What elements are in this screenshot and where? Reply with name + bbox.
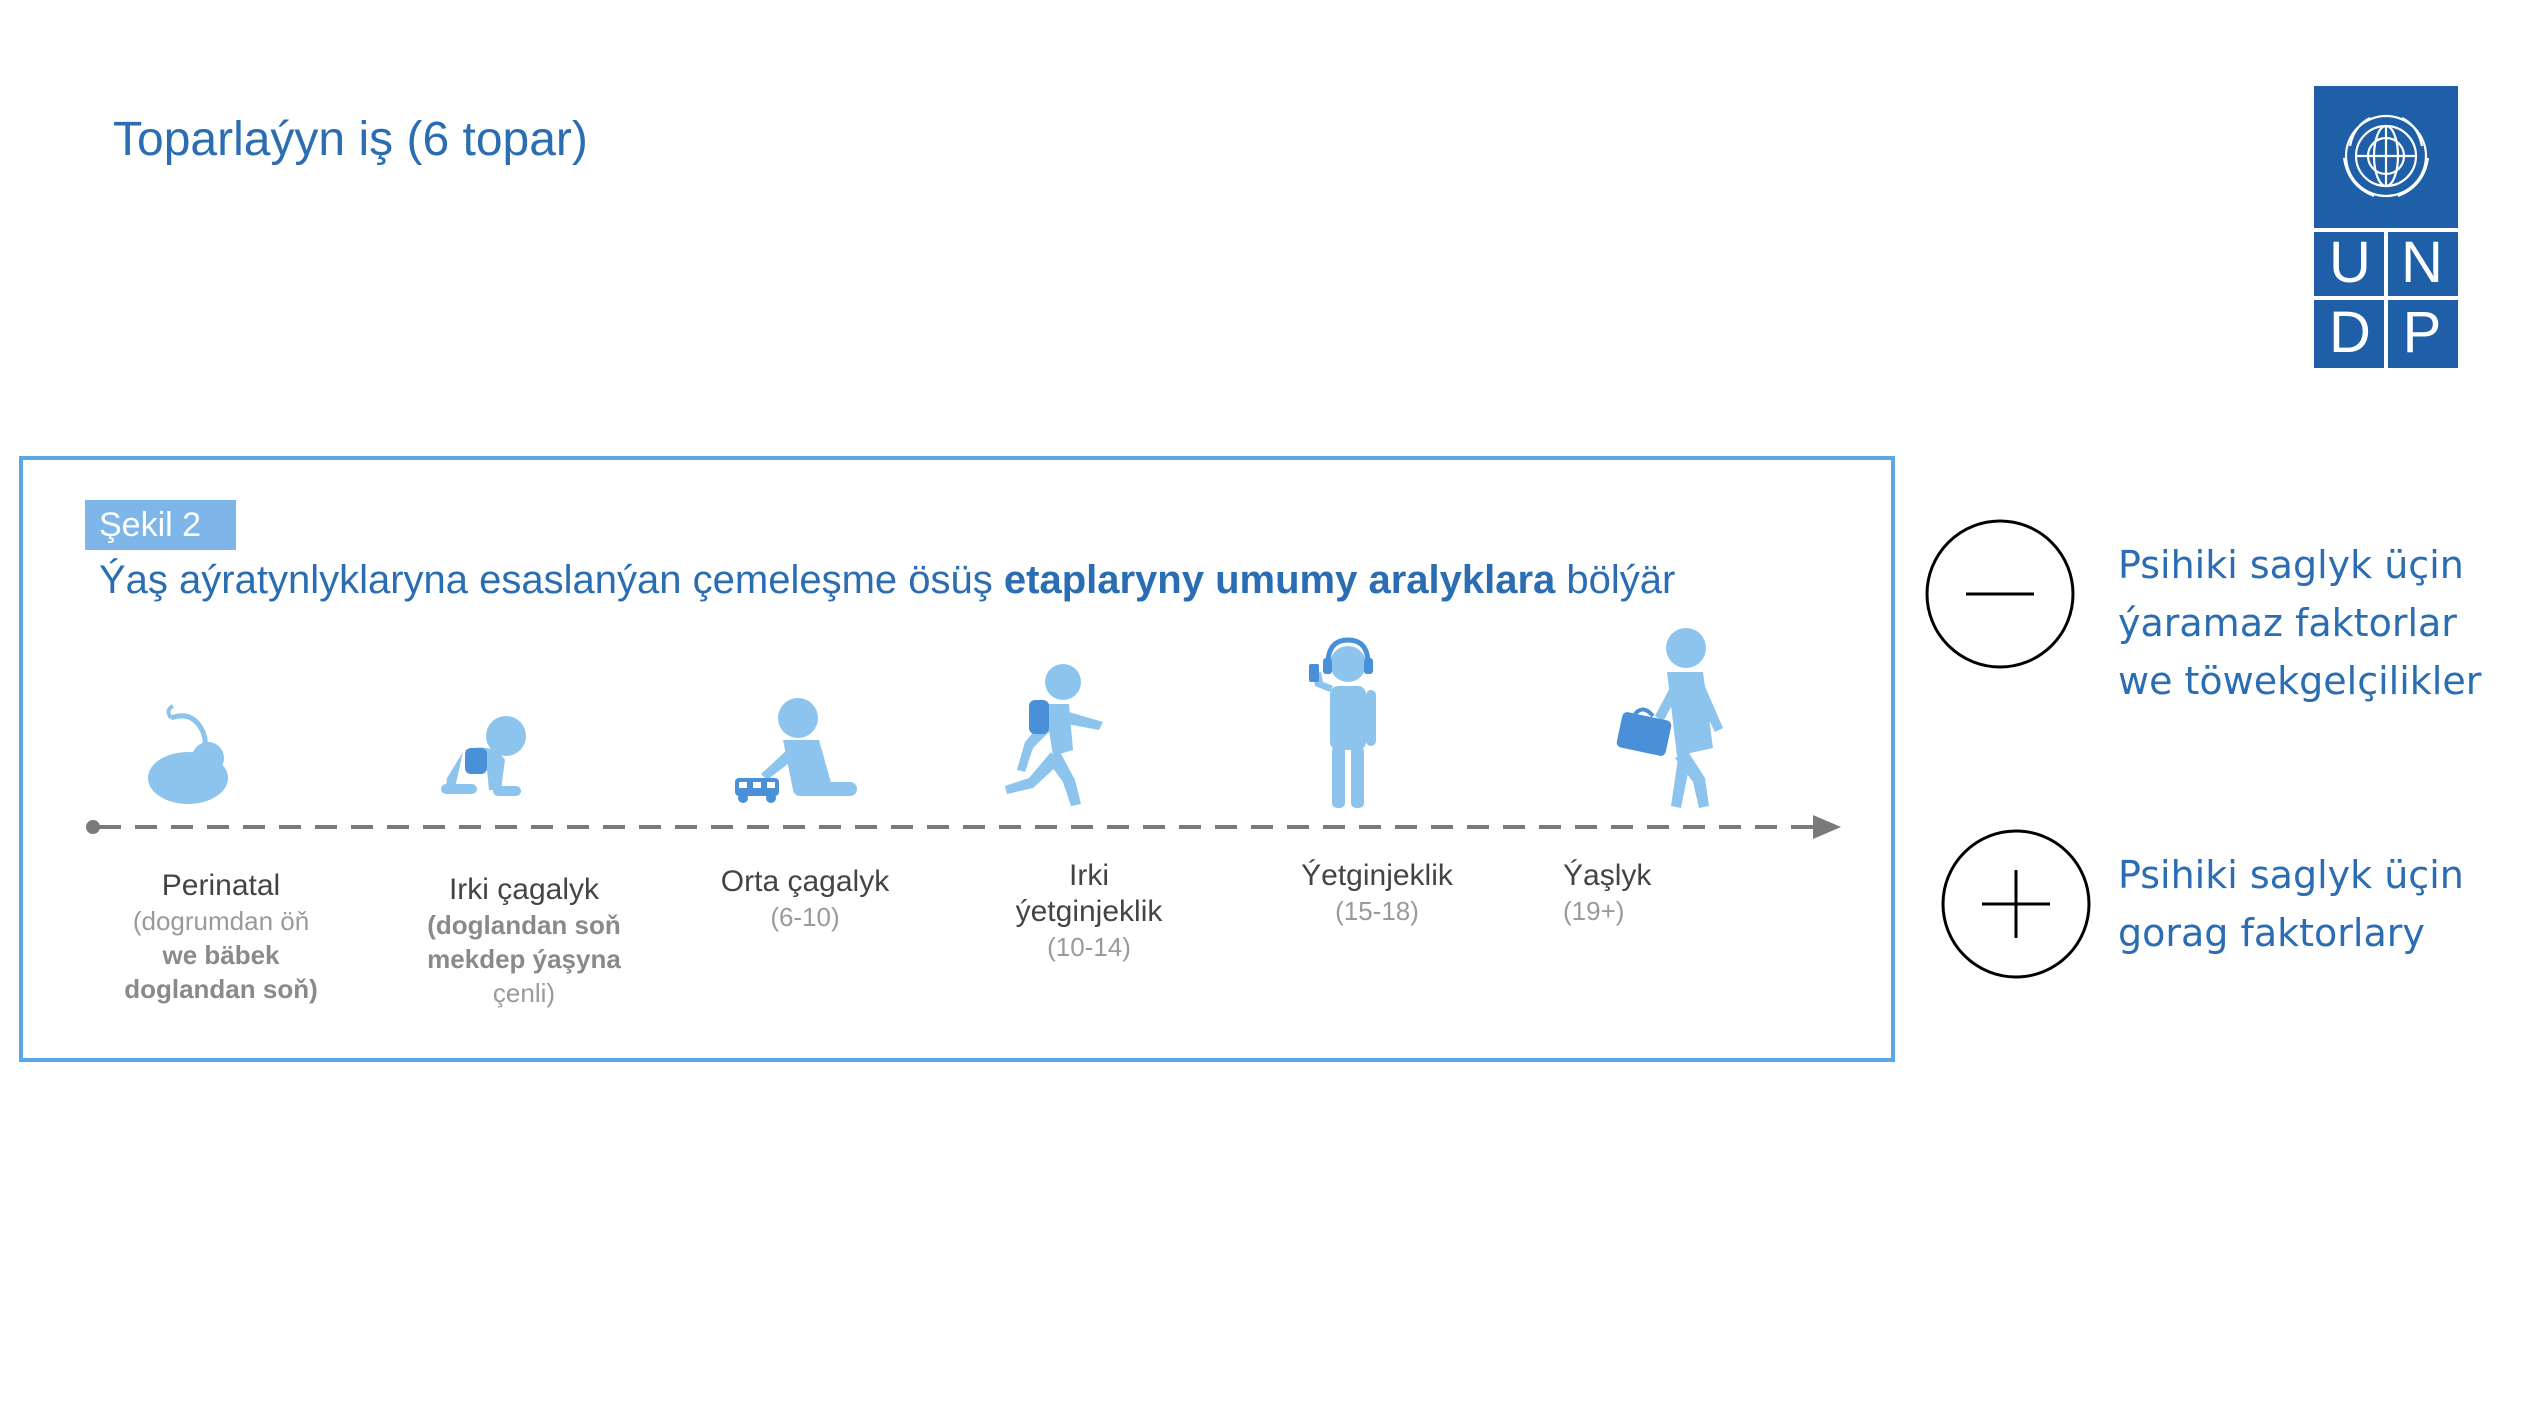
logo-letter-p: P xyxy=(2403,300,2442,365)
stage-range: (10-14) xyxy=(1047,932,1131,962)
figure-tag: Şekil 2 xyxy=(85,500,236,550)
stage-youth: Ýaşlyk (19+) xyxy=(1563,858,1763,928)
stage-early-adolescence: Irki ýetginjeklik (10-14) xyxy=(979,858,1199,964)
running-child-icon xyxy=(1005,664,1103,806)
stage-range-line: mekdep ýaşyna xyxy=(427,944,621,974)
stage-middle-childhood: Orta çagalyk (6-10) xyxy=(685,864,925,934)
adult-with-briefcase-icon xyxy=(1616,628,1723,808)
negative-factors-line: Psihiki saglyk üçin xyxy=(2118,543,2464,587)
subtitle-part-bold: etaplaryny umumy aralyklara xyxy=(1003,558,1556,602)
timeline-arrow-icon xyxy=(1813,815,1841,839)
stage-range-line: doglandan soň) xyxy=(124,974,318,1004)
logo-letter-d: D xyxy=(2329,300,2371,365)
figure-panel: Şekil 2 Ýaş aýratynlyklaryna esaslanýan … xyxy=(19,456,1895,1062)
protective-factors-line: gorag faktorlary xyxy=(2118,911,2425,955)
stage-range-line: we bäbek xyxy=(162,940,280,970)
stage-name: Irki çagalyk xyxy=(448,873,600,906)
crawling-baby-icon xyxy=(441,716,526,796)
stage-range: (15-18) xyxy=(1335,896,1419,926)
undp-logo: U N D P xyxy=(2314,86,2458,368)
stage-range: (6-10) xyxy=(770,902,840,932)
stage-range-line: (dogrumdan öň xyxy=(132,906,310,936)
timeline-start-dot xyxy=(86,820,100,834)
slide-title: Toparlaýyn iş (6 topar) xyxy=(113,113,588,166)
stage-name: Irki ýetginjeklik xyxy=(1015,859,1163,928)
plus-circle-icon xyxy=(1941,829,2091,979)
minus-circle-icon xyxy=(1925,519,2075,669)
stage-name: Ýaşlyk xyxy=(1563,859,1652,892)
subtitle-part: bölýär xyxy=(1555,558,1676,602)
stage-adolescence: Ýetginjeklik (15-18) xyxy=(1257,858,1497,928)
logo-letter-u: U xyxy=(2329,230,2371,295)
protective-factors-text: Psihiki saglyk üçin gorag faktorlary xyxy=(2118,846,2464,962)
stage-range: (dogrumdan öň we bäbek doglandan soň) xyxy=(91,904,351,1006)
negative-factors-line: ýaramaz faktorlar xyxy=(2118,601,2457,645)
stage-name: Orta çagalyk xyxy=(720,865,890,898)
sitting-child-with-bus-icon xyxy=(735,698,857,803)
stage-range-line: (doglandan soň xyxy=(427,910,621,940)
fetus-icon xyxy=(148,704,228,804)
stage-range-line: çenli) xyxy=(492,978,556,1008)
stage-name: Perinatal xyxy=(161,869,281,902)
stage-range: (doglandan soň mekdep ýaşyna çenli) xyxy=(399,908,649,1010)
stage-name: Ýetginjeklik xyxy=(1301,859,1453,892)
development-timeline xyxy=(86,628,1841,839)
subtitle-part: Ýaş aýratynlyklaryna esaslanýan çemeleşm… xyxy=(99,558,1004,602)
negative-factors-line: we töwekgelçilikler xyxy=(2118,659,2482,703)
figure-subtitle: Ýaş aýratynlyklaryna esaslanýan çemeleşm… xyxy=(99,558,1675,603)
teen-with-headphones-icon xyxy=(1309,637,1376,808)
logo-letter-n: N xyxy=(2401,230,2443,295)
stage-early-childhood: Irki çagalyk (doglandan soň mekdep ýaşyn… xyxy=(399,872,649,1010)
stage-range: (19+) xyxy=(1563,896,1625,926)
un-emblem-icon xyxy=(2342,114,2430,198)
protective-factors-line: Psihiki saglyk üçin xyxy=(2118,853,2464,897)
stage-perinatal: Perinatal (dogrumdan öň we bäbek dogland… xyxy=(91,868,351,1006)
negative-factors-text: Psihiki saglyk üçin ýaramaz faktorlar we… xyxy=(2118,536,2481,710)
